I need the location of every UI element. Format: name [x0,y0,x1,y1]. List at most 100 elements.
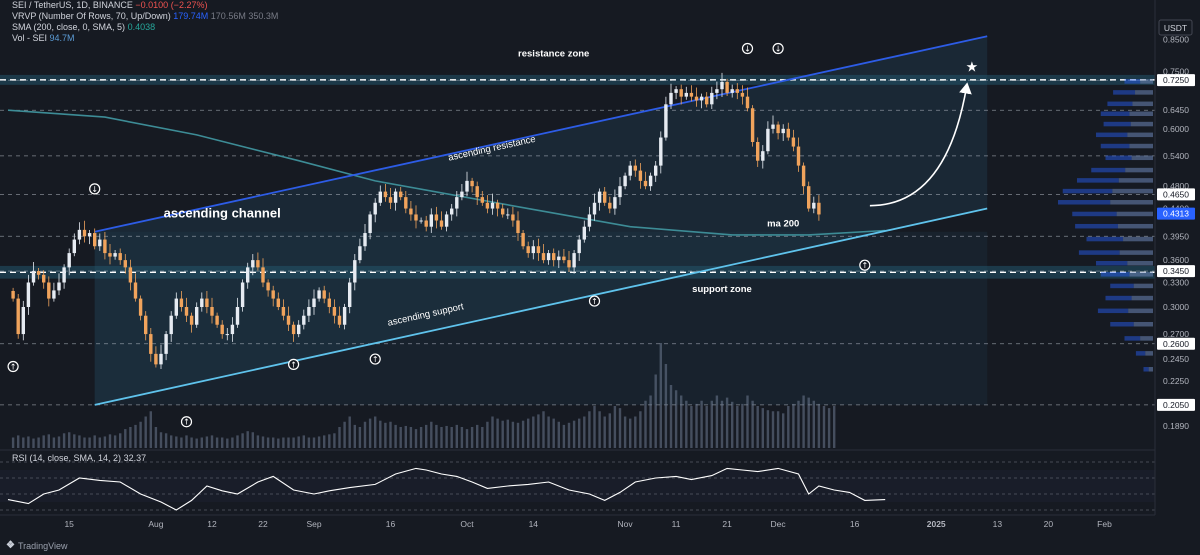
vp-bar-down [1118,178,1153,183]
candle-down [332,307,337,316]
volume-bar [629,418,632,448]
price-axis-bg [1155,0,1200,555]
candle-down [735,89,739,93]
candle-down [541,253,546,261]
price-axis-label: 0.1890 [1163,421,1189,431]
volume-bar [588,411,591,448]
vp-bar-down [1128,308,1153,314]
volume-bar [506,419,509,448]
volume-bar [669,385,673,448]
vrvp-value-1: 179.74M [173,11,209,21]
level-price-tag [1157,74,1195,87]
annotation-resistance-zone: resistance zone [518,48,589,59]
volume-bar [537,414,540,448]
tradingview-logo[interactable]: ❖ TradingView [6,540,68,551]
candle-up [62,267,66,283]
candle-down [817,202,821,215]
target-star-icon: ★ [966,59,979,75]
volume-bar [404,425,407,448]
candle-up [699,96,704,101]
volume-bar [159,432,163,448]
volume-bar [654,374,657,448]
volume-bar [435,424,438,448]
candle-up [597,191,602,203]
vp-bar-up [1110,283,1134,289]
rsi-legend[interactable]: RSI (14, close, SMA, 14, 2) 32.37 [12,453,146,464]
legend-sma-row[interactable]: SMA (200, close, 0, SMA, 5) 0.4038 [12,22,278,33]
price-tag-label: 0.4313 [1163,209,1189,219]
candle-down [776,124,780,134]
candle-up [342,307,347,325]
candle-down [383,191,388,198]
volume-bar [425,424,428,448]
volume-bar [690,406,693,448]
candle-up [623,175,627,187]
ascending-support-line [94,207,988,406]
candle-down [322,290,326,299]
volume-bar [52,437,56,448]
volume-bar [613,406,617,448]
volume-bar [221,437,224,448]
volume-bar [333,433,336,448]
candle-down [93,233,97,247]
candle-up [159,353,163,365]
legend-vrvp-row[interactable]: VRVP (Number Of Rows, 70, Up/Down) 179.7… [12,11,278,22]
candle-up [195,307,199,325]
vp-bar-up [1143,367,1149,372]
vp-bar-up [1103,121,1131,127]
arrow-up-icon: ↑ [591,297,598,306]
volume-bar [73,434,76,448]
volume-bar [338,427,341,448]
volume-bar [491,416,494,448]
sma-value: 0.4038 [127,22,156,32]
vp-bar-up [1135,351,1146,356]
volume-bar [231,437,234,448]
candle-up [378,191,382,203]
price-tag-label: 0.2600 [1163,339,1189,349]
vp-bar-down [1132,101,1153,107]
vp-bar-up [1124,79,1141,84]
volume-bar [542,411,545,448]
price-axis-label: 0.3300 [1163,277,1189,287]
candle-down [123,260,127,268]
candle-down [516,220,520,234]
volume-bar [164,433,168,448]
candle-down [276,298,280,308]
legend-vol-row[interactable]: Vol - SEI 94.7M [12,33,278,44]
candle-down [220,324,224,335]
candle-down [404,197,408,209]
candle-down [786,128,790,138]
legend-symbol-row[interactable]: SEI / TetherUS, 1D, BINANCE −0.0100 (−2.… [12,0,278,11]
volume-bar [674,390,678,448]
volume-bar [695,403,698,448]
price-tag-label: 0.3450 [1163,266,1189,276]
volume-bar [124,429,127,448]
vp-bar-up [1096,260,1128,266]
time-axis-label: Dec [771,519,787,529]
vp-bar-down [1129,143,1153,149]
currency-badge[interactable] [1158,19,1193,36]
volume-bar [720,400,724,448]
volume-bar [113,435,117,448]
volume-bar [680,395,683,448]
candle-down [47,282,51,299]
candle-down [108,253,112,257]
candle-down [179,298,184,308]
up-arrow-marker [180,416,193,428]
vp-bar-up [1100,272,1130,277]
volume-bar [317,436,321,448]
candle-up [246,267,250,283]
candle-down [526,246,530,254]
candle-down [36,271,41,275]
volume-bar [22,437,25,448]
candle-down [536,246,541,254]
volume-bar [246,431,249,448]
vp-bar-down [1112,188,1153,194]
vp-bar-down [1148,367,1153,372]
ma200-line [7,109,886,236]
volume-bar [17,435,20,448]
candle-up [368,214,372,234]
candle-down [266,282,270,291]
